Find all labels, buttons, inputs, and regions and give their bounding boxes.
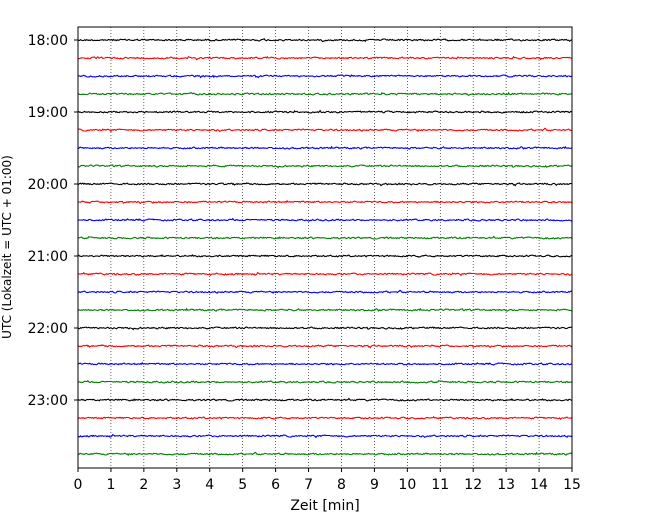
- y-tick-label: 18:00: [28, 33, 68, 49]
- x-tick-label: 2: [139, 477, 148, 493]
- trace-line: [78, 451, 573, 457]
- x-tick-label: 1: [106, 477, 115, 493]
- trace-line: [77, 55, 573, 61]
- x-tick-label: 9: [370, 477, 379, 493]
- trace-line: [77, 361, 573, 366]
- plot-frame: [77, 26, 573, 469]
- trace-line: [77, 397, 573, 402]
- x-tick-label: 14: [530, 477, 548, 493]
- y-tick-label: 23:00: [28, 393, 68, 409]
- trace-line: [77, 434, 573, 439]
- trace-line: [77, 344, 573, 349]
- grid-layer: [110, 27, 540, 468]
- trace-line: [77, 127, 573, 133]
- trace-line: [77, 109, 573, 114]
- x-tick-label: 5: [238, 477, 247, 493]
- y-axis-label: UTC (Lokalzeit = UTC + 01:00): [0, 155, 14, 339]
- trace-line: [77, 271, 573, 277]
- trace-line: [77, 289, 573, 295]
- trace-line: [77, 74, 573, 79]
- trace-line: [77, 182, 573, 187]
- x-axis-label: Zeit [min]: [290, 498, 359, 514]
- y-tick-label: 19:00: [28, 105, 68, 121]
- trace-line: [77, 217, 573, 222]
- x-tick-label: 3: [172, 477, 181, 493]
- x-tick-label: 8: [337, 477, 346, 493]
- y-tick-label: 20:00: [28, 177, 68, 193]
- trace-line: [77, 415, 573, 421]
- x-tick-label: 15: [563, 477, 581, 493]
- trace-line: [77, 199, 573, 204]
- trace-line: [77, 37, 573, 43]
- y-axis: 18:00 19:00 20:00 21:00 22:00 23:00: [28, 33, 78, 409]
- x-tick-label: 13: [497, 477, 515, 493]
- traces-layer: [77, 37, 573, 457]
- x-tick-label: 4: [205, 477, 214, 493]
- y-tick-label: 21:00: [28, 249, 68, 265]
- trace-line: [77, 235, 573, 240]
- x-tick-label: 11: [431, 477, 449, 493]
- x-tick-label: 10: [398, 477, 416, 493]
- trace-line: [77, 254, 572, 258]
- trace-line: [77, 91, 573, 96]
- trace-line: [77, 326, 572, 331]
- x-tick-label: 0: [74, 477, 83, 493]
- x-tick-label: 6: [271, 477, 280, 493]
- x-tick-label: 12: [464, 477, 482, 493]
- trace-line: [77, 164, 573, 169]
- y-tick-label: 22:00: [28, 321, 68, 337]
- trace-line: [78, 145, 573, 150]
- x-axis: 0 1 2 3 4 5 6 7 8 9 10 11 12 13 14 15: [74, 468, 581, 493]
- trace-line: [77, 379, 573, 384]
- x-tick-label: 7: [304, 477, 313, 493]
- trace-line: [77, 307, 573, 312]
